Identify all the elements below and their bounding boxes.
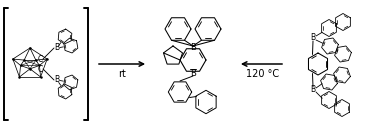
Text: C: C (37, 55, 43, 63)
Text: B: B (310, 86, 316, 94)
Text: B: B (54, 44, 60, 52)
Text: rt: rt (118, 69, 126, 79)
Text: B: B (54, 76, 60, 84)
Text: B: B (190, 70, 196, 78)
Text: B: B (310, 34, 316, 42)
Text: 120 °C: 120 °C (246, 69, 280, 79)
Text: C: C (37, 65, 43, 73)
Text: B: B (190, 42, 196, 51)
